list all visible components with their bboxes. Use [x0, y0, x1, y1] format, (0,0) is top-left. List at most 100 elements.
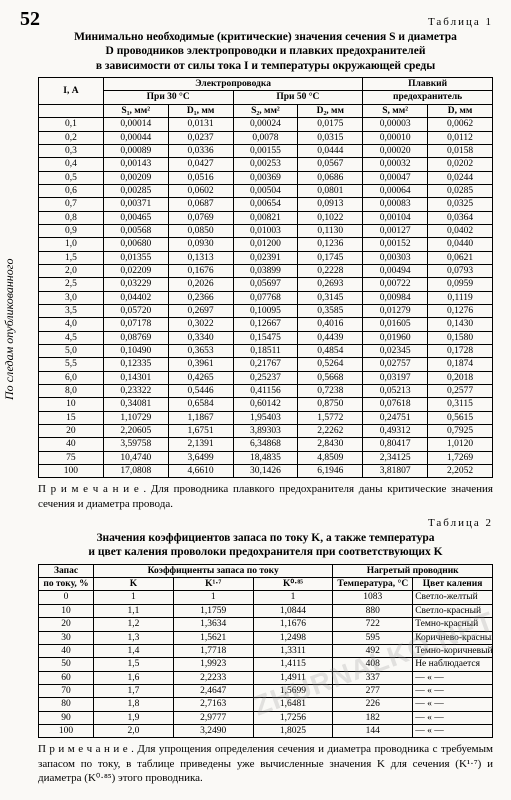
table-cell: 0,4016 — [298, 318, 363, 331]
t1-title-l1: Минимально необходимые (критические) зна… — [74, 31, 457, 43]
table-row: 6,00,143010,42650,252370,56680,031970,20… — [39, 371, 493, 384]
table-cell: 75 — [39, 451, 104, 464]
table-cell: 100 — [39, 724, 94, 737]
table-cell: 1,4911 — [253, 671, 333, 684]
table-cell: 2,2233 — [173, 671, 253, 684]
table-cell: 0,05697 — [233, 278, 298, 291]
table-cell: 0,04402 — [103, 291, 168, 304]
table-cell: 0,0801 — [298, 184, 363, 197]
table-cell: 0,1119 — [428, 291, 493, 304]
table-cell: 1,7 — [94, 684, 174, 697]
table-cell: 4,6610 — [168, 465, 233, 478]
table-cell: 6,34868 — [233, 438, 298, 451]
table-cell: 0,0427 — [168, 158, 233, 171]
table-cell: 1,3634 — [173, 618, 253, 631]
table-cell: 3,6499 — [168, 451, 233, 464]
page-number: 52 — [20, 8, 40, 31]
table-cell: 0,5446 — [168, 385, 233, 398]
table-cell: 1,1676 — [253, 618, 333, 631]
table-cell: 2,7163 — [173, 698, 253, 711]
table-cell: 70 — [39, 684, 94, 697]
table-cell: 1,2498 — [253, 631, 333, 644]
table-cell: 0,0516 — [168, 171, 233, 184]
table-cell: 0,00152 — [363, 238, 428, 251]
table-cell: 0,00209 — [103, 171, 168, 184]
table-cell: 0,02345 — [363, 345, 428, 358]
t2-h-k: K — [94, 578, 174, 591]
table-cell: 0,0402 — [428, 224, 493, 237]
table-cell: 0,10490 — [103, 345, 168, 358]
table-cell: 0,00104 — [363, 211, 428, 224]
table-cell: 1,6 — [94, 671, 174, 684]
table-cell: 1,95403 — [233, 411, 298, 424]
table1-note: П р и м е ч а н и е . Для проводника пла… — [38, 482, 493, 511]
table-cell: 0,0202 — [428, 158, 493, 171]
table-cell: 0,00722 — [363, 278, 428, 291]
table-cell: 0,5668 — [298, 371, 363, 384]
table-cell: 0,08769 — [103, 331, 168, 344]
table-cell: 0,7238 — [298, 385, 363, 398]
t2-h-stock: Запас — [39, 564, 94, 577]
side-vertical-text: По следам опубликованного — [2, 259, 17, 400]
table-cell: 0,1580 — [428, 331, 493, 344]
table-cell: 182 — [333, 711, 413, 724]
table-cell: 0,60142 — [233, 398, 298, 411]
t1-h-s: S, мм² — [363, 104, 428, 117]
table-row: 2,50,032290,20260,056970,26930,007220,09… — [39, 278, 493, 291]
table-cell: 0,3961 — [168, 358, 233, 371]
table-cell: 0,0913 — [298, 198, 363, 211]
table1-head: I, А Электропроводка Плавкий При 30 °C П… — [39, 78, 493, 118]
table-cell: 722 — [333, 618, 413, 631]
table-cell: 1,1867 — [168, 411, 233, 424]
table-cell: 15 — [39, 411, 104, 424]
table-cell: 0,4 — [39, 158, 104, 171]
table-cell: 0,00253 — [233, 158, 298, 171]
table-cell: 0,0237 — [168, 131, 233, 144]
t2-title-l1: Значения коэффициентов запаса по току K,… — [96, 532, 434, 544]
table-cell: 1,8 — [94, 698, 174, 711]
table2: Запас Коэффициенты запаса по току Нагрет… — [38, 564, 493, 738]
t2-h-k17: K¹·⁷ — [173, 578, 253, 591]
table-cell: 0,34081 — [103, 398, 168, 411]
table-cell: 0,0315 — [298, 131, 363, 144]
table-cell: 0,0850 — [168, 224, 233, 237]
table-cell: 17,0808 — [103, 465, 168, 478]
t2-h-heated: Нагретый проводник — [333, 564, 493, 577]
table-cell: 1,0844 — [253, 604, 333, 617]
table-row: 1002,03,24901,8025144— « — — [39, 724, 493, 737]
table-cell: 1 — [94, 591, 174, 604]
table-cell: 1,6481 — [253, 698, 333, 711]
table-row: 401,41,77181,3311492Темно-коричневый — [39, 644, 493, 657]
table-cell: 0,2 — [39, 131, 104, 144]
table-cell: 0,00047 — [363, 171, 428, 184]
table-cell: 0,0325 — [428, 198, 493, 211]
table-cell: 0 — [39, 591, 94, 604]
table-cell: 0,2026 — [168, 278, 233, 291]
table-cell: 2,0 — [94, 724, 174, 737]
table-row: 301,31,56211,2498595Коричнево-красный — [39, 631, 493, 644]
table1-title: Минимально необходимые (критические) зна… — [38, 30, 493, 73]
table-row: 101,11,17591,0844880Светло-красный — [39, 604, 493, 617]
t1-h-d1: D₁, мм — [168, 104, 233, 117]
table-row: 202,206051,67513,893032,22620,493120,792… — [39, 425, 493, 438]
table-cell: 0,1130 — [298, 224, 363, 237]
table-cell: 2,2052 — [428, 465, 493, 478]
table-row: 0,90,005680,08500,010030,11300,001270,04… — [39, 224, 493, 237]
t1-h-wiring: Электропроводка — [103, 78, 362, 91]
table-cell: 0,3022 — [168, 318, 233, 331]
table-cell: 0,80417 — [363, 438, 428, 451]
table-cell: 3,2490 — [173, 724, 253, 737]
t2-h-k085: K⁰·⁸⁵ — [253, 578, 333, 591]
table-cell: 595 — [333, 631, 413, 644]
page: 52 По следам опубликованного Таблица 1 М… — [0, 0, 511, 800]
table-cell: 0,07618 — [363, 398, 428, 411]
table-row: 100,340810,65840,601420,87500,076180,311… — [39, 398, 493, 411]
table-cell: 0,0769 — [168, 211, 233, 224]
table-cell: — « — — [413, 711, 493, 724]
table-cell: 4,8509 — [298, 451, 363, 464]
table-cell: 0,8 — [39, 211, 104, 224]
table-cell: 0,3653 — [168, 345, 233, 358]
table-cell: 0,00821 — [233, 211, 298, 224]
table-cell: 30 — [39, 631, 94, 644]
table-cell: 0,00303 — [363, 251, 428, 264]
